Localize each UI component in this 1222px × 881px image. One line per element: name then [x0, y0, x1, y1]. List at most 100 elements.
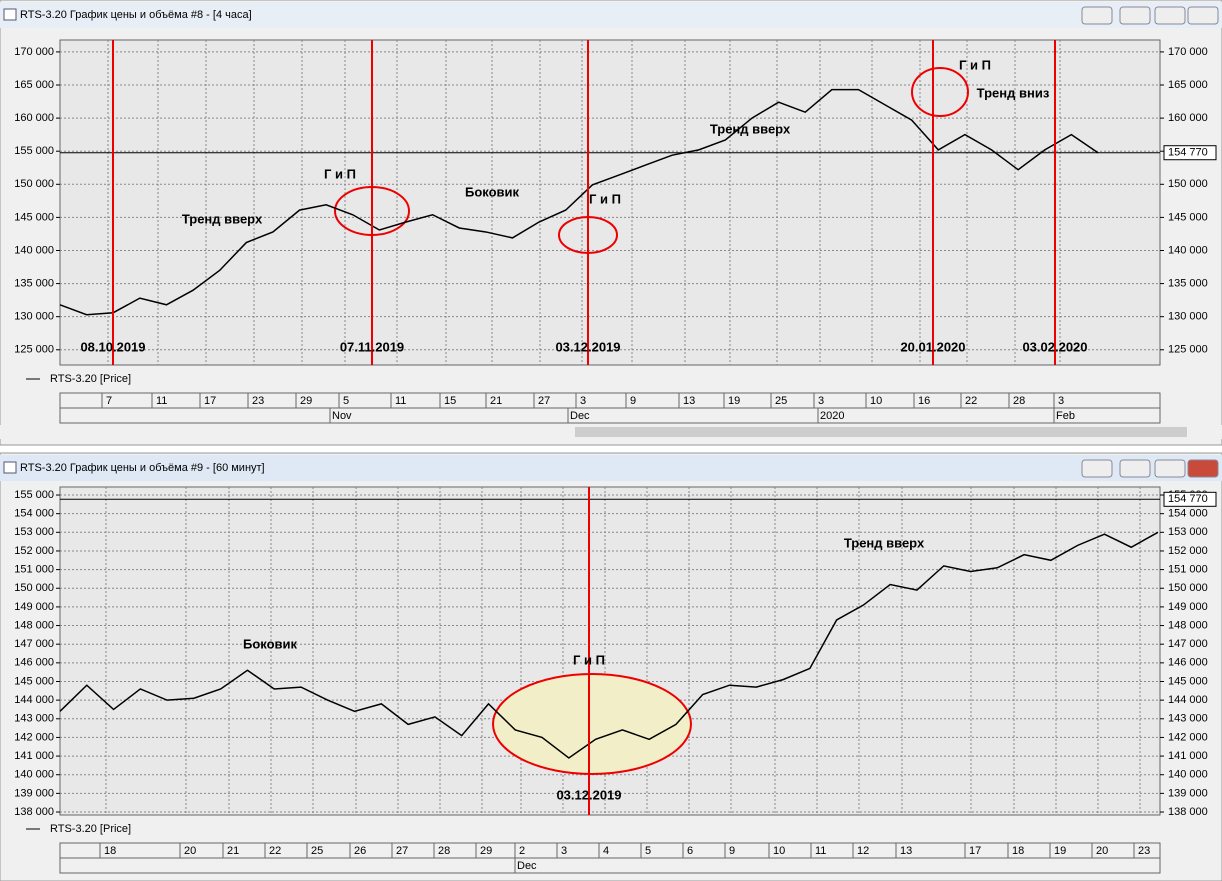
y-tick-label: 148 000: [1168, 619, 1208, 631]
y-tick-label: 154 000: [14, 508, 54, 520]
y-tick-label: 151 000: [14, 564, 54, 576]
day-label: 3: [580, 395, 586, 407]
annotation: Тренд вверх: [844, 535, 925, 550]
y-tick-label: 141 000: [14, 750, 54, 762]
y-tick-label: 148 000: [14, 619, 54, 631]
window-button[interactable]: [1119, 6, 1151, 25]
y-tick-label: 150 000: [1168, 582, 1208, 594]
day-label: 28: [438, 845, 450, 857]
day-label: 20: [1096, 845, 1108, 857]
y-tick-label: 145 000: [14, 675, 54, 687]
annotation: Тренд вверх: [182, 211, 263, 226]
day-label: 11: [395, 395, 406, 407]
month-label: Nov: [332, 410, 352, 422]
title-bar: [0, 455, 1222, 481]
day-label: 21: [227, 845, 239, 857]
date-label: 08.10.2019: [80, 339, 145, 354]
y-tick-label: 149 000: [14, 601, 54, 613]
day-label: 5: [645, 845, 651, 857]
date-label: 07.11.2019: [340, 339, 404, 354]
window-icon: [3, 8, 17, 21]
y-tick-label: 135 000: [1168, 277, 1208, 289]
y-tick-label: 139 000: [14, 787, 54, 799]
y-tick-label: 152 000: [1168, 545, 1208, 557]
day-label: 26: [354, 845, 366, 857]
window-button[interactable]: [1187, 459, 1219, 478]
day-label: 15: [444, 395, 456, 407]
y-tick-label: 152 000: [14, 545, 54, 557]
day-label: 3: [1058, 395, 1064, 407]
y-tick-label: 146 000: [14, 657, 54, 669]
scroll-thumb[interactable]: [575, 427, 1187, 437]
annotation: Тренд вверх: [710, 121, 791, 136]
day-label: 16: [918, 395, 930, 407]
y-tick-label: 154 000: [1168, 508, 1208, 520]
y-tick-label: 139 000: [1168, 787, 1208, 799]
y-tick-label: 150 000: [14, 178, 54, 190]
date-label: 03.12.2019: [556, 787, 621, 802]
day-label: 22: [269, 845, 281, 857]
highlight: [492, 673, 692, 775]
y-tick-label: 143 000: [14, 713, 54, 725]
day-label: 13: [683, 395, 695, 407]
window-button[interactable]: [1154, 459, 1186, 478]
window-button[interactable]: [1187, 6, 1219, 25]
price-line: [59, 88, 1099, 316]
y-tick-label: 140 000: [14, 244, 54, 256]
annotation: Г и П: [589, 191, 621, 206]
day-label: 5: [343, 395, 349, 407]
day-label: 17: [969, 845, 981, 857]
date-label: 03.02.2020: [1022, 339, 1087, 354]
y-tick-label: 155 000: [14, 145, 54, 157]
y-tick-label: 151 000: [1168, 564, 1208, 576]
date-label: 20.01.2020: [900, 339, 965, 354]
month-label: Dec: [570, 410, 590, 422]
day-label: 17: [204, 395, 216, 407]
y-tick-label: 170 000: [14, 46, 54, 58]
day-label: 9: [729, 845, 735, 857]
legend-label: RTS-3.20 [Price]: [50, 373, 131, 385]
last-price-box: [1163, 145, 1217, 161]
annotation: Боковик: [243, 636, 298, 651]
y-tick-label: 125 000: [1168, 344, 1208, 356]
y-tick-label: 170 000: [1168, 46, 1208, 58]
day-label: 12: [857, 845, 869, 857]
y-tick-label: 143 000: [1168, 713, 1208, 725]
y-tick-label: 140 000: [14, 769, 54, 781]
window-button[interactable]: [1154, 6, 1186, 25]
date-label: 03.12.2019: [555, 339, 620, 354]
month-label: 2020: [820, 410, 844, 422]
y-tick-label: 130 000: [14, 311, 54, 323]
annotation: Г и П: [959, 57, 991, 72]
y-tick-label: 147 000: [1168, 638, 1208, 650]
y-tick-label: 165 000: [14, 79, 54, 91]
day-label: 21: [490, 395, 502, 407]
y-tick-label: 144 000: [1168, 694, 1208, 706]
day-label: 18: [104, 845, 116, 857]
last-price-box: [1163, 491, 1217, 507]
day-label: 4: [603, 845, 609, 857]
y-tick-label: 145 000: [1168, 211, 1208, 223]
y-tick-label: 138 000: [14, 806, 54, 818]
plot-area: [59, 39, 1161, 366]
day-label: 22: [965, 395, 977, 407]
window-button[interactable]: [1081, 6, 1113, 25]
day-label: 27: [396, 845, 408, 857]
day-label: 3: [561, 845, 567, 857]
window-button[interactable]: [1119, 459, 1151, 478]
window-button[interactable]: [1081, 459, 1113, 478]
y-tick-label: 142 000: [1168, 731, 1208, 743]
day-label: 19: [728, 395, 740, 407]
y-tick-label: 142 000: [14, 731, 54, 743]
y-tick-label: 140 000: [1168, 244, 1208, 256]
day-label: 28: [1013, 395, 1025, 407]
highlight: [911, 67, 969, 117]
day-label: 11: [815, 845, 826, 857]
window-title: RTS-3.20 График цены и объёма #9 - [60 м…: [20, 462, 265, 474]
day-label: 23: [1138, 845, 1150, 857]
y-tick-label: 138 000: [1168, 806, 1208, 818]
y-tick-label: 125 000: [14, 344, 54, 356]
y-tick-label: 165 000: [1168, 79, 1208, 91]
day-label: 29: [480, 845, 492, 857]
y-tick-label: 146 000: [1168, 657, 1208, 669]
